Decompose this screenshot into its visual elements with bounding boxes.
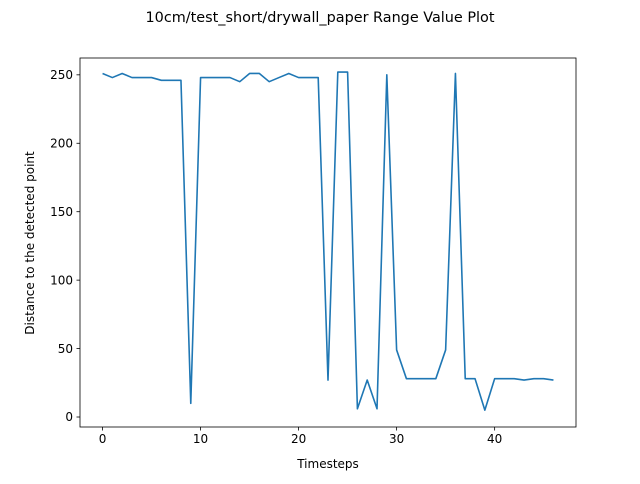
- y-tick-label: 150: [50, 205, 73, 219]
- x-axis-label: Timesteps: [296, 457, 359, 471]
- y-tick-label: 250: [50, 68, 73, 82]
- y-tick-label: 0: [65, 410, 73, 424]
- x-tick-label: 10: [193, 432, 208, 446]
- plot-area: 0 10 20 30 40 0 50 100 150 200 250: [50, 57, 577, 446]
- axes-frame: [79, 57, 577, 428]
- x-tick-label: 40: [487, 432, 502, 446]
- x-tick-label: 0: [99, 432, 107, 446]
- x-tick-label: 30: [389, 432, 404, 446]
- series-line: [102, 71, 554, 411]
- x-tick-label: 20: [291, 432, 306, 446]
- y-tick-label: 50: [58, 342, 73, 356]
- y-tick-label: 100: [50, 273, 73, 287]
- y-axis-label: Distance to the detected point: [23, 151, 37, 335]
- chart-title: 10cm/test_short/drywall_paper Range Valu…: [146, 10, 495, 26]
- y-tick-label: 200: [50, 136, 73, 150]
